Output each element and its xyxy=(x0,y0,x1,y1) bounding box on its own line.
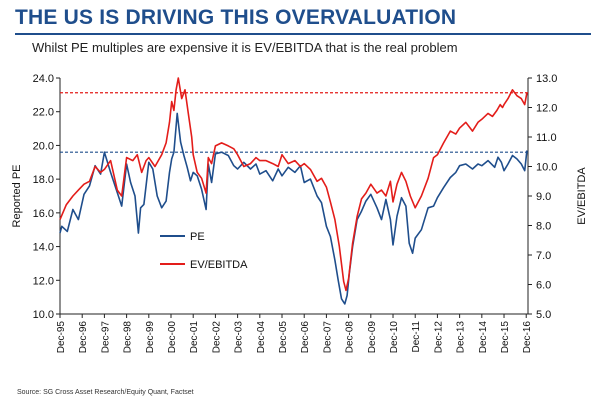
page-subtitle: Whilst PE multiples are expensive it is … xyxy=(32,40,458,55)
reference-lines xyxy=(60,92,528,153)
x-tick-label: Dec-12 xyxy=(433,321,444,354)
right-tick-label: 12.0 xyxy=(536,103,557,115)
x-tick-label: Dec-96 xyxy=(78,321,89,354)
x-tick-label: Dec-01 xyxy=(189,321,200,354)
plot-frame xyxy=(59,78,529,315)
legend-label: EV/EBITDA xyxy=(190,259,248,271)
x-tick-label: Dec-98 xyxy=(123,321,134,354)
left-axis: 10.0 12.0 14.0 16.0 18.0 20.0 22.0 24.0 xyxy=(33,73,60,321)
x-tick-label: Dec-13 xyxy=(456,321,467,354)
right-tick-label: 5.0 xyxy=(536,309,551,321)
right-axis: 5.0 6.0 7.0 8.0 9.0 10.0 11.0 12.0 13.0 xyxy=(528,73,557,321)
right-tick-label: 6.0 xyxy=(536,280,551,292)
x-tick-label: Dec-02 xyxy=(211,321,222,354)
legend: PE EV/EBITDA xyxy=(160,231,248,271)
x-tick-label: Dec-16 xyxy=(522,321,533,354)
right-tick-label: 8.0 xyxy=(536,221,551,233)
x-tick-label: Dec-15 xyxy=(500,321,511,354)
x-tick-label: Dec-06 xyxy=(300,321,311,354)
y-axis-label-right: EV/EBITDA xyxy=(576,167,588,225)
x-tick-label: Dec-99 xyxy=(145,321,156,354)
x-tick-label: Dec-09 xyxy=(367,321,378,354)
y-axis-label-left: Reported PE xyxy=(11,165,23,228)
x-tick-label: Dec-07 xyxy=(322,321,333,354)
x-tick-label: Dec-08 xyxy=(345,321,356,354)
left-tick-label: 12.0 xyxy=(33,275,54,287)
x-tick-label: Dec-95 xyxy=(56,321,67,354)
x-tick-label: Dec-00 xyxy=(167,321,178,354)
x-tick-label: Dec-97 xyxy=(100,321,111,354)
left-tick-label: 10.0 xyxy=(33,309,54,321)
left-tick-label: 20.0 xyxy=(33,140,54,152)
right-tick-label: 7.0 xyxy=(536,250,551,262)
right-tick-label: 10.0 xyxy=(536,162,557,174)
left-tick-label: 16.0 xyxy=(33,208,54,220)
x-tick-label: Dec-04 xyxy=(256,321,267,354)
title-rule xyxy=(15,33,591,35)
series-line-evebitda xyxy=(59,77,528,292)
legend-label: PE xyxy=(190,231,205,243)
x-tick-label: Dec-11 xyxy=(411,321,422,353)
left-tick-label: 22.0 xyxy=(33,107,54,119)
x-tick-label: Dec-03 xyxy=(234,321,245,354)
x-tick-label: Dec-05 xyxy=(278,321,289,354)
left-tick-label: 14.0 xyxy=(33,242,54,254)
right-tick-label: 11.0 xyxy=(536,132,557,144)
x-tick-label: Dec-14 xyxy=(478,321,489,354)
page-title: THE US IS DRIVING THIS OVERVALUATION xyxy=(15,6,457,29)
series-line-pe xyxy=(59,112,528,305)
left-tick-label: 18.0 xyxy=(33,174,54,186)
left-tick-label: 24.0 xyxy=(33,73,54,85)
series-layer xyxy=(59,77,528,305)
right-tick-label: 9.0 xyxy=(536,191,551,203)
x-axis: Dec-95 Dec-96 Dec-97 Dec-98 Dec-99 Dec-00 Dec-… xyxy=(56,314,533,353)
x-tick-label: Dec-10 xyxy=(389,321,400,354)
right-tick-label: 13.0 xyxy=(536,73,557,85)
source-note: Source: SG Cross Asset Research/Equity Q… xyxy=(17,389,194,396)
